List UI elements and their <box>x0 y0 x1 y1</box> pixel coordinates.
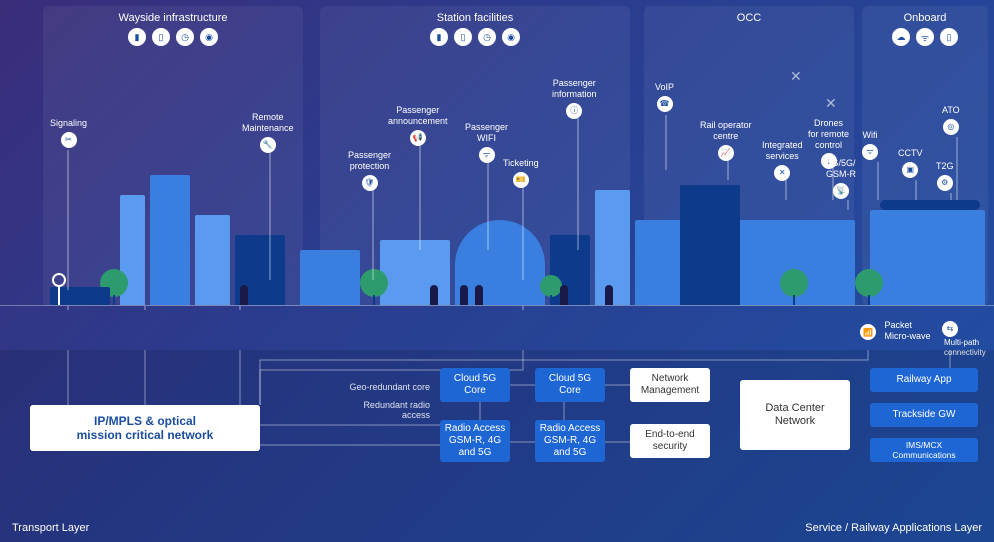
label-geo: Geo-redundant core <box>280 382 430 392</box>
packet-icon: 📶 <box>860 324 876 340</box>
ato-icon: ◎ <box>943 119 959 135</box>
box-gw: Trackside GW <box>870 403 978 427</box>
label-service-layer: Service / Railway Applications Layer <box>805 522 982 534</box>
box-dc: Data CenterNetwork <box>740 380 850 450</box>
label-transport-layer: Transport Layer <box>12 522 89 534</box>
panel-icons-station: ▮ ▯ ◷ ◉ <box>320 28 630 46</box>
callout-signaling: Signaling ✂ <box>50 118 87 148</box>
panel-title-station: Station facilities <box>320 12 630 24</box>
callout-t2g: T2G ⚙ <box>936 161 954 191</box>
callout-4g5g: 4G/5G/GSM-R 📡 <box>826 158 856 199</box>
onboard-icon: ▯ <box>940 28 958 46</box>
station-icon: ◉ <box>502 28 520 46</box>
drone-glyph-icon: ✕ <box>790 68 802 85</box>
callout-railop: Rail operatorcentre 📈 <box>700 120 752 161</box>
protection-icon: 🛡 <box>362 175 378 191</box>
wayside-icon: ◉ <box>200 28 218 46</box>
t2g-icon: ⚙ <box>937 175 953 191</box>
wifi-icon: ᯤ <box>479 147 495 163</box>
wayside-icon: ▮ <box>128 28 146 46</box>
fourg-icon: 📡 <box>833 183 849 199</box>
box-security: End-to-endsecurity <box>630 424 710 458</box>
panel-icons-onboard: ☁ ᯤ ▯ <box>862 28 988 46</box>
panel-icons-wayside: ▮ ▯ ◷ ◉ <box>43 28 303 46</box>
callout-wifi: PassengerWIFI ᯤ <box>465 122 508 163</box>
signaling-icon: ✂ <box>61 132 77 148</box>
box-core1: Cloud 5GCore <box>440 368 510 402</box>
box-ipmpls: IP/MPLS & opticalmission critical networ… <box>30 405 260 451</box>
panel-title-wayside: Wayside infrastructure <box>43 12 303 24</box>
box-ims: IMS/MCX Communications <box>870 438 978 462</box>
ground-line <box>0 305 994 306</box>
lower-section: IP/MPLS & opticalmission critical networ… <box>0 350 994 542</box>
box-radio2: Radio AccessGSM-R, 4Gand 5G <box>535 420 605 462</box>
box-app: Railway App <box>870 368 978 392</box>
station-icon: ▮ <box>430 28 448 46</box>
callout-integrated: Integratedservices ✕ <box>762 140 803 181</box>
box-core2: Cloud 5GCore <box>535 368 605 402</box>
callout-maintenance: RemoteMaintenance 🔧 <box>242 112 294 153</box>
cctv-icon: ▣ <box>902 162 918 178</box>
integrated-icon: ✕ <box>774 165 790 181</box>
callout-packet: 📶 PacketMicro-wave <box>860 320 930 345</box>
maintenance-icon: 🔧 <box>260 137 276 153</box>
wayside-icon: ▯ <box>152 28 170 46</box>
station-icon: ▯ <box>454 28 472 46</box>
callout-protection: Passengerprotection 🛡 <box>348 150 391 191</box>
ticketing-icon: 🎫 <box>513 172 529 188</box>
railop-icon: 📈 <box>718 145 734 161</box>
label-redundant: Redundant radioaccess <box>280 400 430 420</box>
info-icon: ⓘ <box>566 103 582 119</box>
voip-icon: ☎ <box>657 96 673 112</box>
callout-announcement: Passengerannouncement 📢 <box>388 105 448 146</box>
callout-cctv: CCTV ▣ <box>898 148 923 178</box>
multipath-icon: ⇆ <box>942 321 958 337</box>
callout-voip: VoIP ☎ <box>655 82 674 112</box>
callout-info: Passengerinformation ⓘ <box>552 78 597 119</box>
drone-glyph-icon: ✕ <box>825 95 837 112</box>
callout-wifi2: Wifi ᯤ <box>862 130 878 160</box>
callout-ato: ATO ◎ <box>942 105 960 135</box>
onboard-icon: ᯤ <box>916 28 934 46</box>
box-netmgmt: NetworkManagement <box>630 368 710 402</box>
callout-ticketing: Ticketing 🎫 <box>503 158 539 188</box>
box-radio1: Radio AccessGSM-R, 4Gand 5G <box>440 420 510 462</box>
onboard-icon: ☁ <box>892 28 910 46</box>
wifi2-icon: ᯤ <box>862 144 878 160</box>
panel-title-occ: OCC <box>644 12 854 24</box>
announcement-icon: 📢 <box>410 130 426 146</box>
station-icon: ◷ <box>478 28 496 46</box>
wayside-icon: ◷ <box>176 28 194 46</box>
panel-title-onboard: Onboard <box>862 12 988 24</box>
